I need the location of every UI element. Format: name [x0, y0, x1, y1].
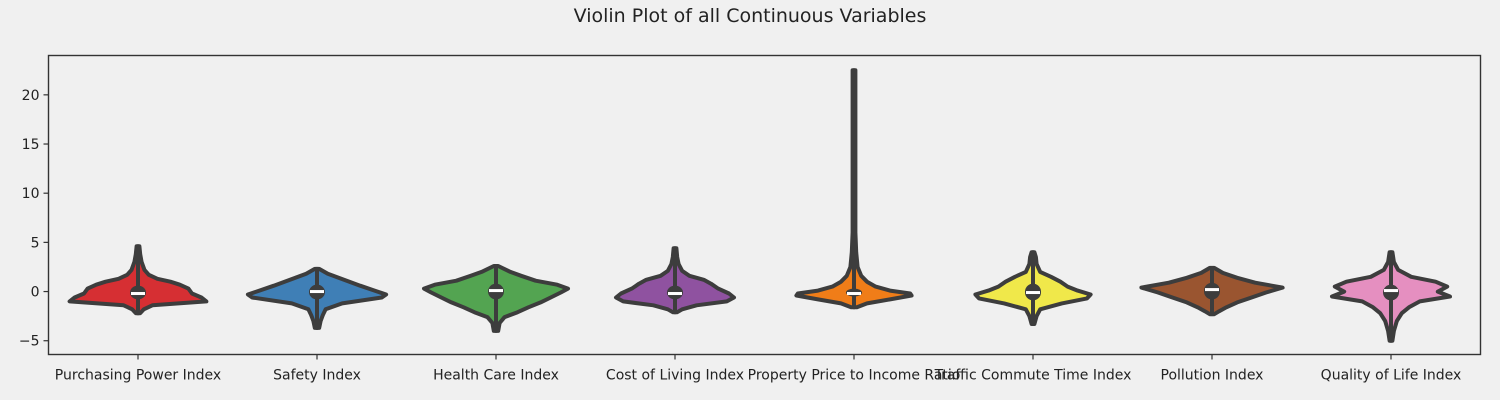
violin-median: [1205, 288, 1219, 292]
x-tick-label: Quality of Life Index: [1321, 368, 1462, 384]
violin-median: [1384, 289, 1398, 293]
x-tick-label: Pollution Index: [1161, 368, 1264, 384]
violin-iqr-box: [1383, 284, 1399, 301]
x-tick-label: Property Price to Income Ratio: [748, 368, 961, 384]
chart-title: Violin Plot of all Continuous Variables: [574, 5, 927, 27]
x-tick-label: Safety Index: [273, 368, 361, 384]
x-tick-label: Health Care Index: [433, 368, 559, 384]
violin-median: [489, 289, 503, 293]
violin-median: [847, 292, 861, 296]
x-tick-label: Cost of Living Index: [606, 368, 744, 384]
y-tick-label: 10: [22, 186, 40, 202]
y-tick-label: 20: [22, 88, 40, 104]
violin-median: [1026, 291, 1040, 295]
y-tick-label: 5: [31, 235, 40, 251]
x-tick-label: Purchasing Power Index: [55, 368, 221, 384]
plot-frame: [47, 54, 1482, 356]
y-tick-label: −5: [19, 334, 40, 350]
violin-median: [668, 292, 682, 296]
violin-median: [131, 292, 145, 296]
violin-median: [310, 290, 324, 294]
y-tick-label: 0: [31, 285, 40, 301]
x-tick-label: Traffic Commute Time Index: [934, 368, 1132, 384]
y-tick-label: 15: [22, 137, 40, 153]
